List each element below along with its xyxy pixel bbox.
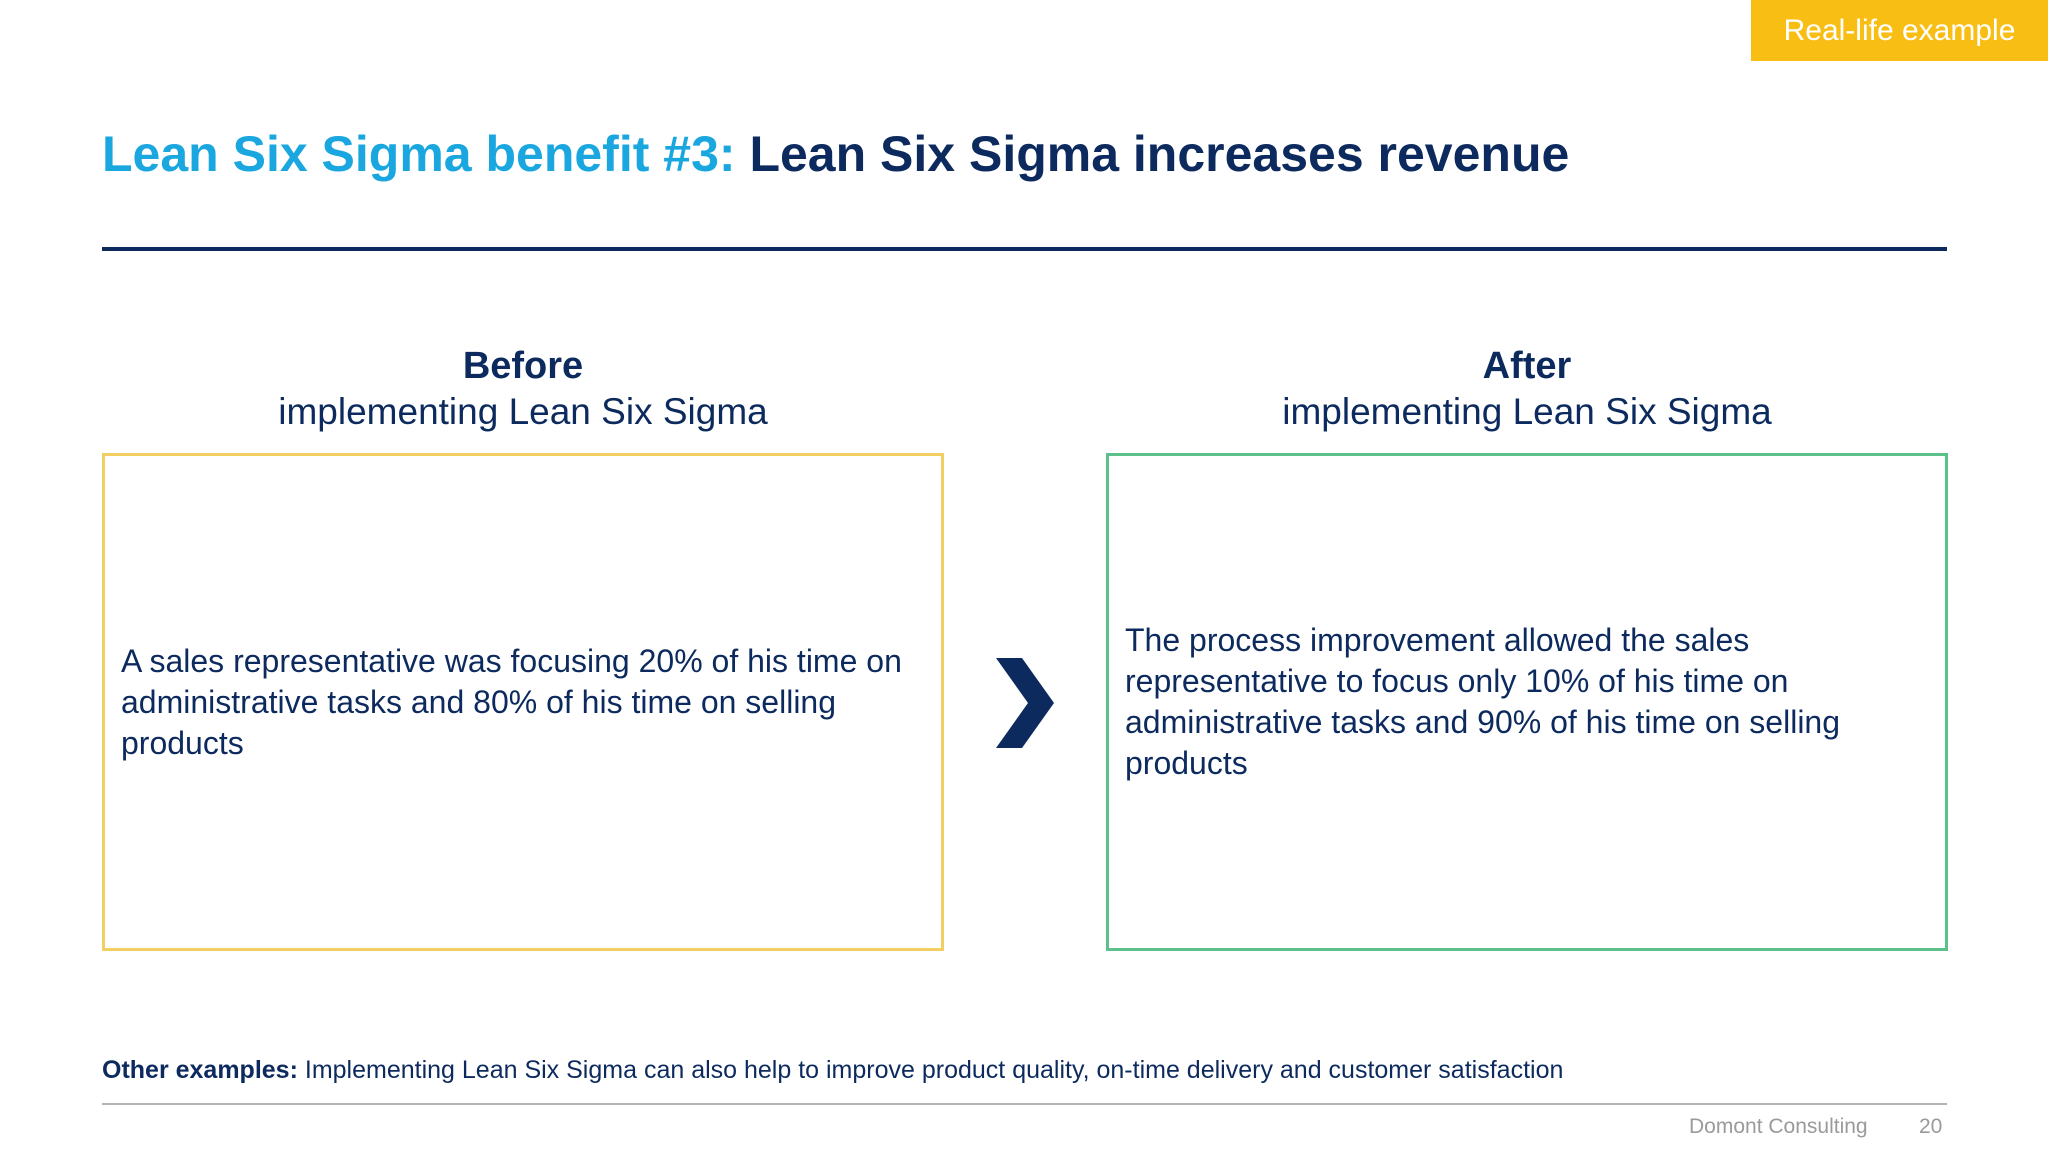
after-subheading: implementing Lean Six Sigma (1282, 391, 1772, 432)
tag-label: Real-life example (1783, 13, 2016, 47)
before-heading: Before (462, 345, 584, 387)
footnote-text: Implementing Lean Six Sigma can also hel… (304, 1056, 1564, 1084)
after-text: The process improvement allowed the sale… (1125, 622, 1841, 781)
footnote-label: Other examples: (102, 1056, 298, 1084)
title-divider (102, 247, 1947, 251)
chevron-right-icon (996, 658, 1054, 748)
title-accent: Lean Six Sigma benefit #3: (102, 126, 736, 182)
title-main: Lean Six Sigma increases revenue (749, 126, 1570, 182)
before-text: A sales representative was focusing 20% … (121, 642, 902, 761)
after-heading: After (1482, 345, 1572, 387)
footer-company: Domont Consulting (1689, 1115, 1868, 1138)
after-box: The process improvement allowed the sale… (1106, 453, 1948, 951)
page-title: Lean Six Sigma benefit #3: Lean Six Sigm… (102, 124, 1569, 184)
page-number: 20 (1919, 1115, 1943, 1138)
real-life-example-tag: Real-life example (1751, 0, 2048, 61)
footer-divider (102, 1103, 1947, 1105)
before-subheading: implementing Lean Six Sigma (278, 391, 768, 432)
before-box: A sales representative was focusing 20% … (102, 453, 944, 951)
after-heading-block: After implementing Lean Six Sigma (1107, 343, 1947, 435)
before-heading-block: Before implementing Lean Six Sigma (103, 343, 943, 435)
other-examples-note: Other examples: Implementing Lean Six Si… (102, 1056, 1563, 1085)
